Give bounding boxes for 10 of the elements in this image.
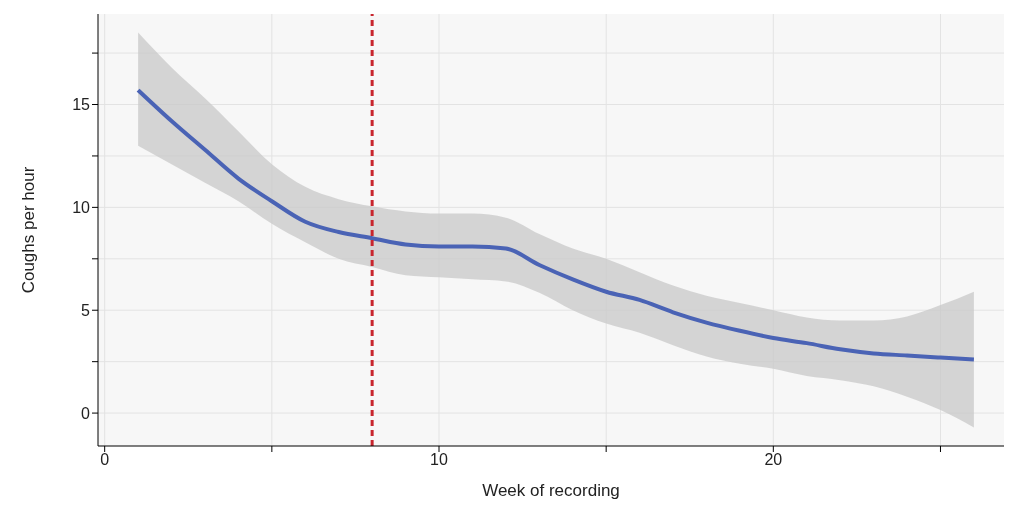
y-tick-label: 15 xyxy=(72,96,91,114)
y-tick-label: 10 xyxy=(72,199,91,217)
y-tick-label: 0 xyxy=(81,404,91,422)
x-tick-label: 0 xyxy=(100,451,110,469)
x-tick-label: 20 xyxy=(764,451,783,469)
y-tick-label: 5 xyxy=(81,301,91,319)
x-axis-title: Week of recording xyxy=(482,481,620,500)
y-axis-title: Coughs per hour xyxy=(19,166,39,294)
line-series xyxy=(136,88,976,362)
x-tick-label: 10 xyxy=(430,451,448,469)
